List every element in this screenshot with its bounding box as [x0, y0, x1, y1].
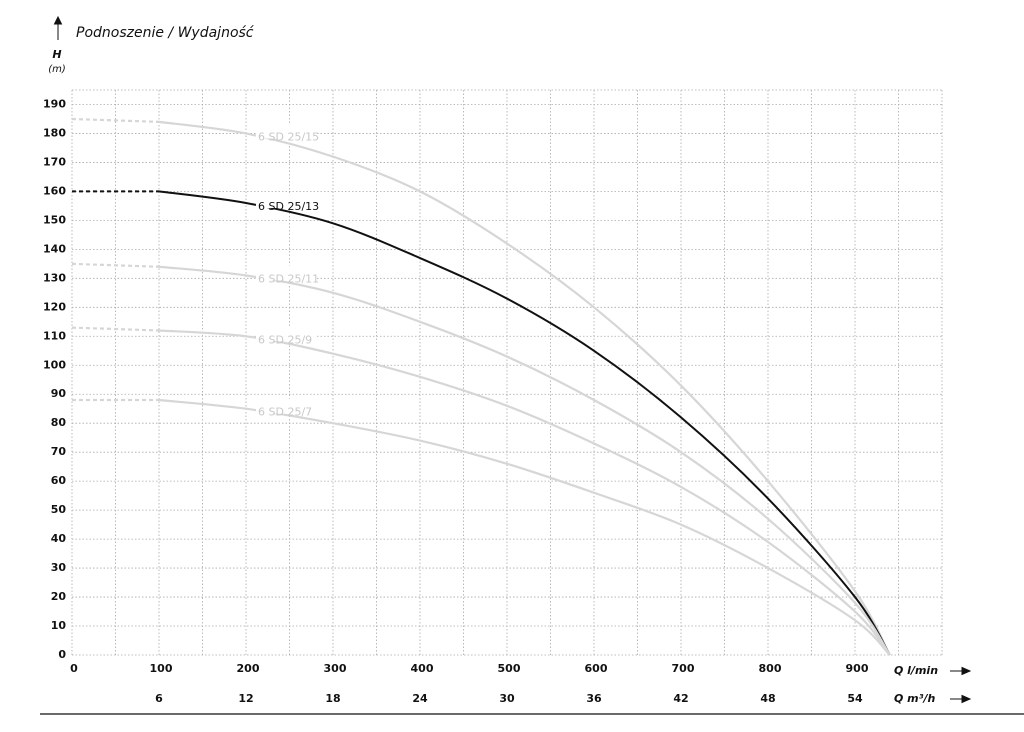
- x-tick-label: 600: [585, 662, 608, 675]
- curve: [158, 120, 891, 656]
- x2-tick-label: 42: [673, 692, 688, 705]
- arrow-head: [53, 15, 63, 25]
- y-tick-label: 170: [43, 155, 66, 168]
- y-tick-label: 60: [51, 474, 67, 487]
- x-tick-label: 700: [672, 662, 695, 675]
- grid: [71, 89, 943, 656]
- curve: [158, 265, 891, 656]
- y-tick-label: 40: [51, 532, 67, 545]
- x2-tick-label: 54: [847, 692, 863, 705]
- x2-axis-label: Q m³/h: [894, 692, 935, 705]
- arrow-head: [961, 666, 972, 676]
- x-axis-label: Q l/min: [894, 664, 938, 677]
- curve-label: 6 SD 25/11: [258, 272, 319, 285]
- curve-label: 6 SD 25/15: [258, 130, 319, 143]
- y-tick-label: 130: [43, 271, 66, 284]
- x2-tick-label: 6: [155, 692, 163, 705]
- curve-label: 6 SD 25/9: [258, 333, 312, 346]
- curve-label-bg: [256, 326, 316, 342]
- curve: [158, 329, 891, 656]
- x2-tick-label: 36: [586, 692, 602, 705]
- arrow-head: [961, 694, 972, 704]
- curve-label: 6 SD 25/13: [258, 200, 319, 213]
- curve-label-bg: [256, 193, 316, 208]
- y-tick-label: 110: [43, 329, 66, 342]
- y-tick-label: 140: [43, 242, 66, 255]
- x2-tick-label: 12: [238, 692, 253, 705]
- y-tick-label: 30: [51, 561, 67, 574]
- x-tick-label: 100: [150, 662, 173, 675]
- x2-tick-label: 24: [412, 692, 428, 705]
- y-tick-label: 100: [43, 358, 66, 371]
- y-axis-unit: (m): [48, 64, 66, 75]
- x2-tick-label: 30: [499, 692, 515, 705]
- y-tick-label: 180: [43, 126, 66, 139]
- x-tick-label: 500: [498, 662, 521, 675]
- y-tick-label: 90: [51, 387, 67, 400]
- y-tick-label: 0: [58, 648, 66, 661]
- y-axis-label: H: [52, 48, 61, 61]
- curve-label: 6 SD 25/7: [258, 406, 312, 419]
- y-tick-label: 120: [43, 300, 66, 313]
- x-arrows: [950, 666, 972, 704]
- curve-label-bg: [256, 123, 316, 139]
- y-tick-label: 20: [51, 590, 67, 603]
- y-tick-label: 80: [51, 416, 67, 429]
- y-tick-label: 70: [51, 445, 67, 458]
- y-arrow: [53, 15, 63, 40]
- curve: [158, 398, 891, 656]
- x-tick-label: 400: [411, 662, 434, 675]
- x2-tick-label: 48: [760, 692, 775, 705]
- y-tick-label: 50: [51, 503, 67, 516]
- y-tick-label: 10: [51, 619, 67, 632]
- y-tick-label: 160: [43, 184, 66, 197]
- y-tick-label: 150: [43, 213, 66, 226]
- curve-low-flow: [71, 117, 160, 123]
- curve-label-bg: [256, 398, 316, 414]
- x-tick-label: 200: [237, 662, 260, 675]
- y-tick-label: 190: [43, 97, 66, 110]
- chart-title: Podnoszenie / Wydajność: [76, 25, 255, 41]
- x-tick-label: 0: [70, 662, 78, 675]
- curve-low-flow: [71, 326, 160, 332]
- curve-label-bg: [256, 265, 316, 281]
- x-tick-label: 300: [324, 662, 347, 675]
- x2-tick-label: 18: [325, 692, 340, 705]
- curve-low-flow: [71, 262, 160, 268]
- x-tick-label: 900: [846, 662, 869, 675]
- x-tick-label: 800: [759, 662, 782, 675]
- curve: [158, 190, 891, 656]
